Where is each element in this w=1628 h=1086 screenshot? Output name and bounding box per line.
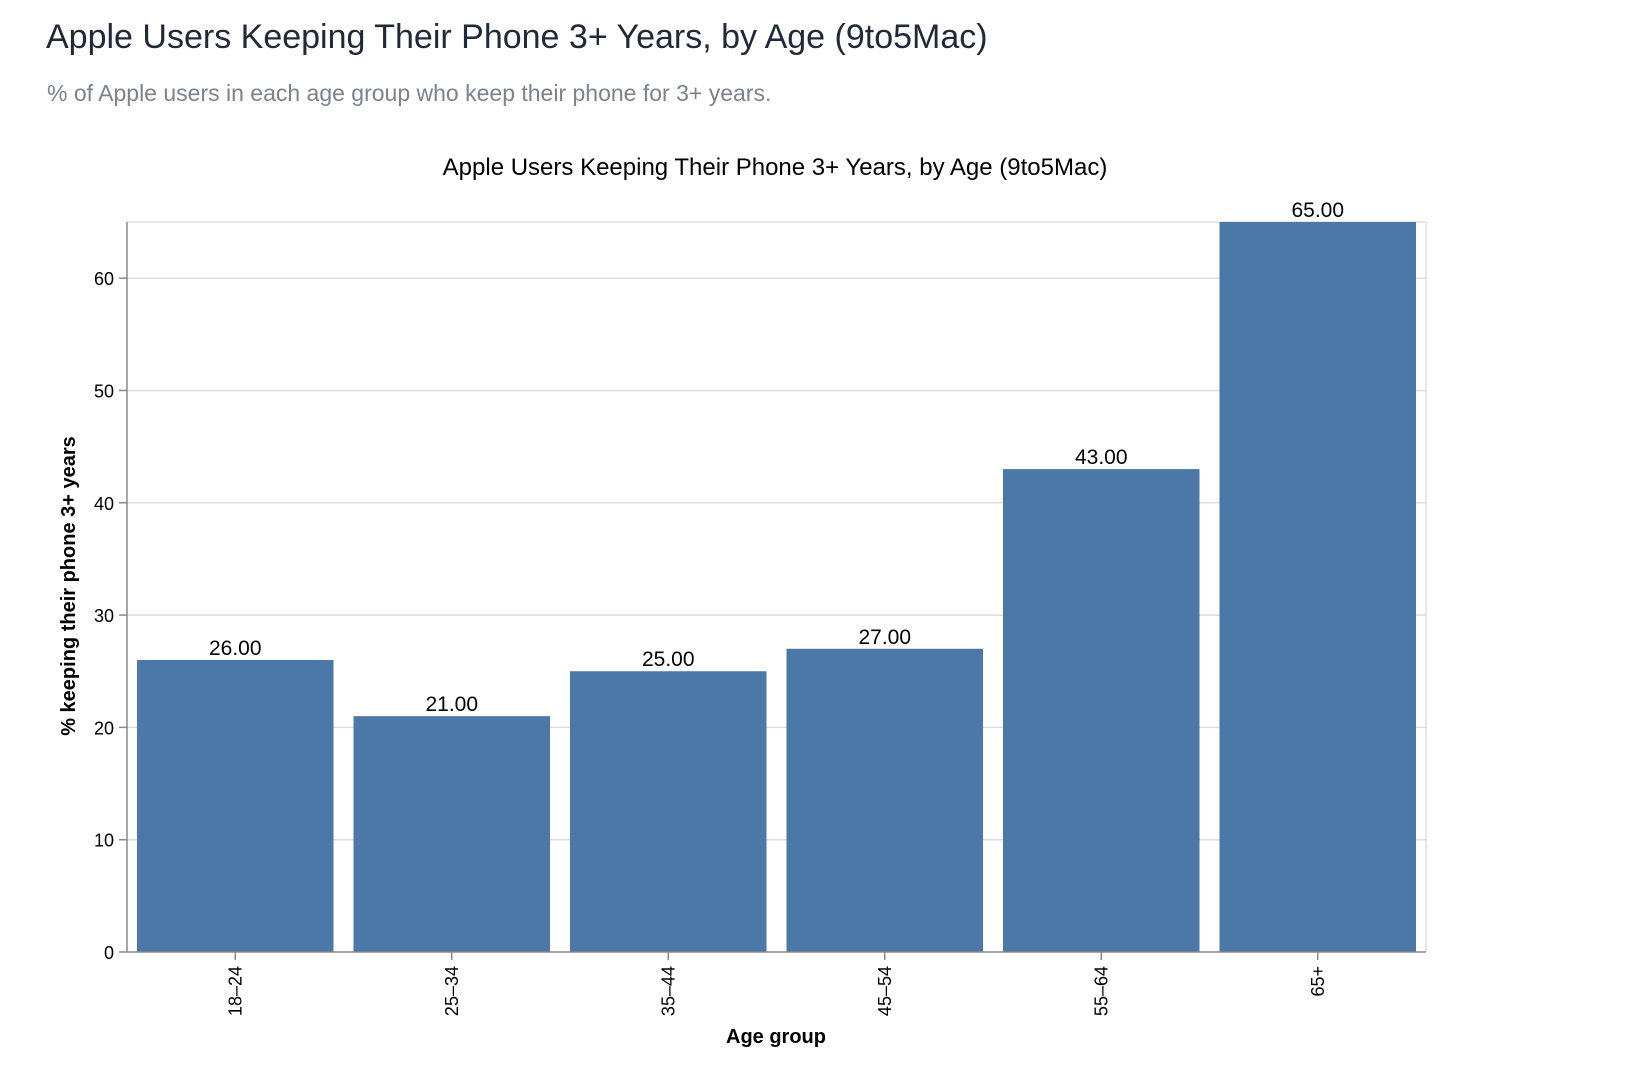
x-axis-title: Age group <box>726 1026 826 1048</box>
x-tick-label: 35–44 <box>658 966 678 1016</box>
x-tick-label: 18–24 <box>225 966 245 1016</box>
bar <box>570 671 767 952</box>
page-title: Apple Users Keeping Their Phone 3+ Years… <box>46 18 988 56</box>
x-tick-label: 55–64 <box>1091 966 1111 1016</box>
y-tick-label: 30 <box>94 606 114 626</box>
bar <box>137 660 334 952</box>
y-tick-label: 20 <box>94 718 114 738</box>
x-tick-label: 65+ <box>1308 966 1328 997</box>
y-tick-label: 40 <box>94 494 114 514</box>
bar <box>786 648 983 952</box>
bar-value-label: 43.00 <box>1075 446 1128 469</box>
y-tick-label: 50 <box>94 381 114 401</box>
y-tick-label: 60 <box>94 269 114 289</box>
bar <box>1219 222 1416 952</box>
y-tick-label: 10 <box>94 831 114 851</box>
bar-value-label: 27.00 <box>858 626 911 649</box>
chart-title: Apple Users Keeping Their Phone 3+ Years… <box>443 154 1108 181</box>
bar-value-label: 21.00 <box>425 693 478 716</box>
gridlines <box>127 221 1427 952</box>
y-tick-label: 0 <box>104 943 114 963</box>
x-tick-label: 25–34 <box>442 966 462 1016</box>
bars <box>137 222 1416 952</box>
data-labels: 26.00 21.00 25.00 27.00 43.00 65.00 <box>209 199 1344 716</box>
bar-value-label: 25.00 <box>642 648 695 671</box>
bar <box>1003 469 1200 952</box>
bar <box>353 716 550 952</box>
bar-value-label: 26.00 <box>209 637 262 660</box>
y-axis-title: % keeping their phone 3+ years <box>58 436 80 736</box>
bar-value-label: 65.00 <box>1291 199 1344 222</box>
page-subtitle: % of Apple users in each age group who k… <box>47 80 772 106</box>
x-tick-label: 45–54 <box>875 966 895 1016</box>
axes: 0 10 20 30 40 50 60 18–24 25–34 35–44 45–54 55–64 65… <box>94 222 1426 1016</box>
